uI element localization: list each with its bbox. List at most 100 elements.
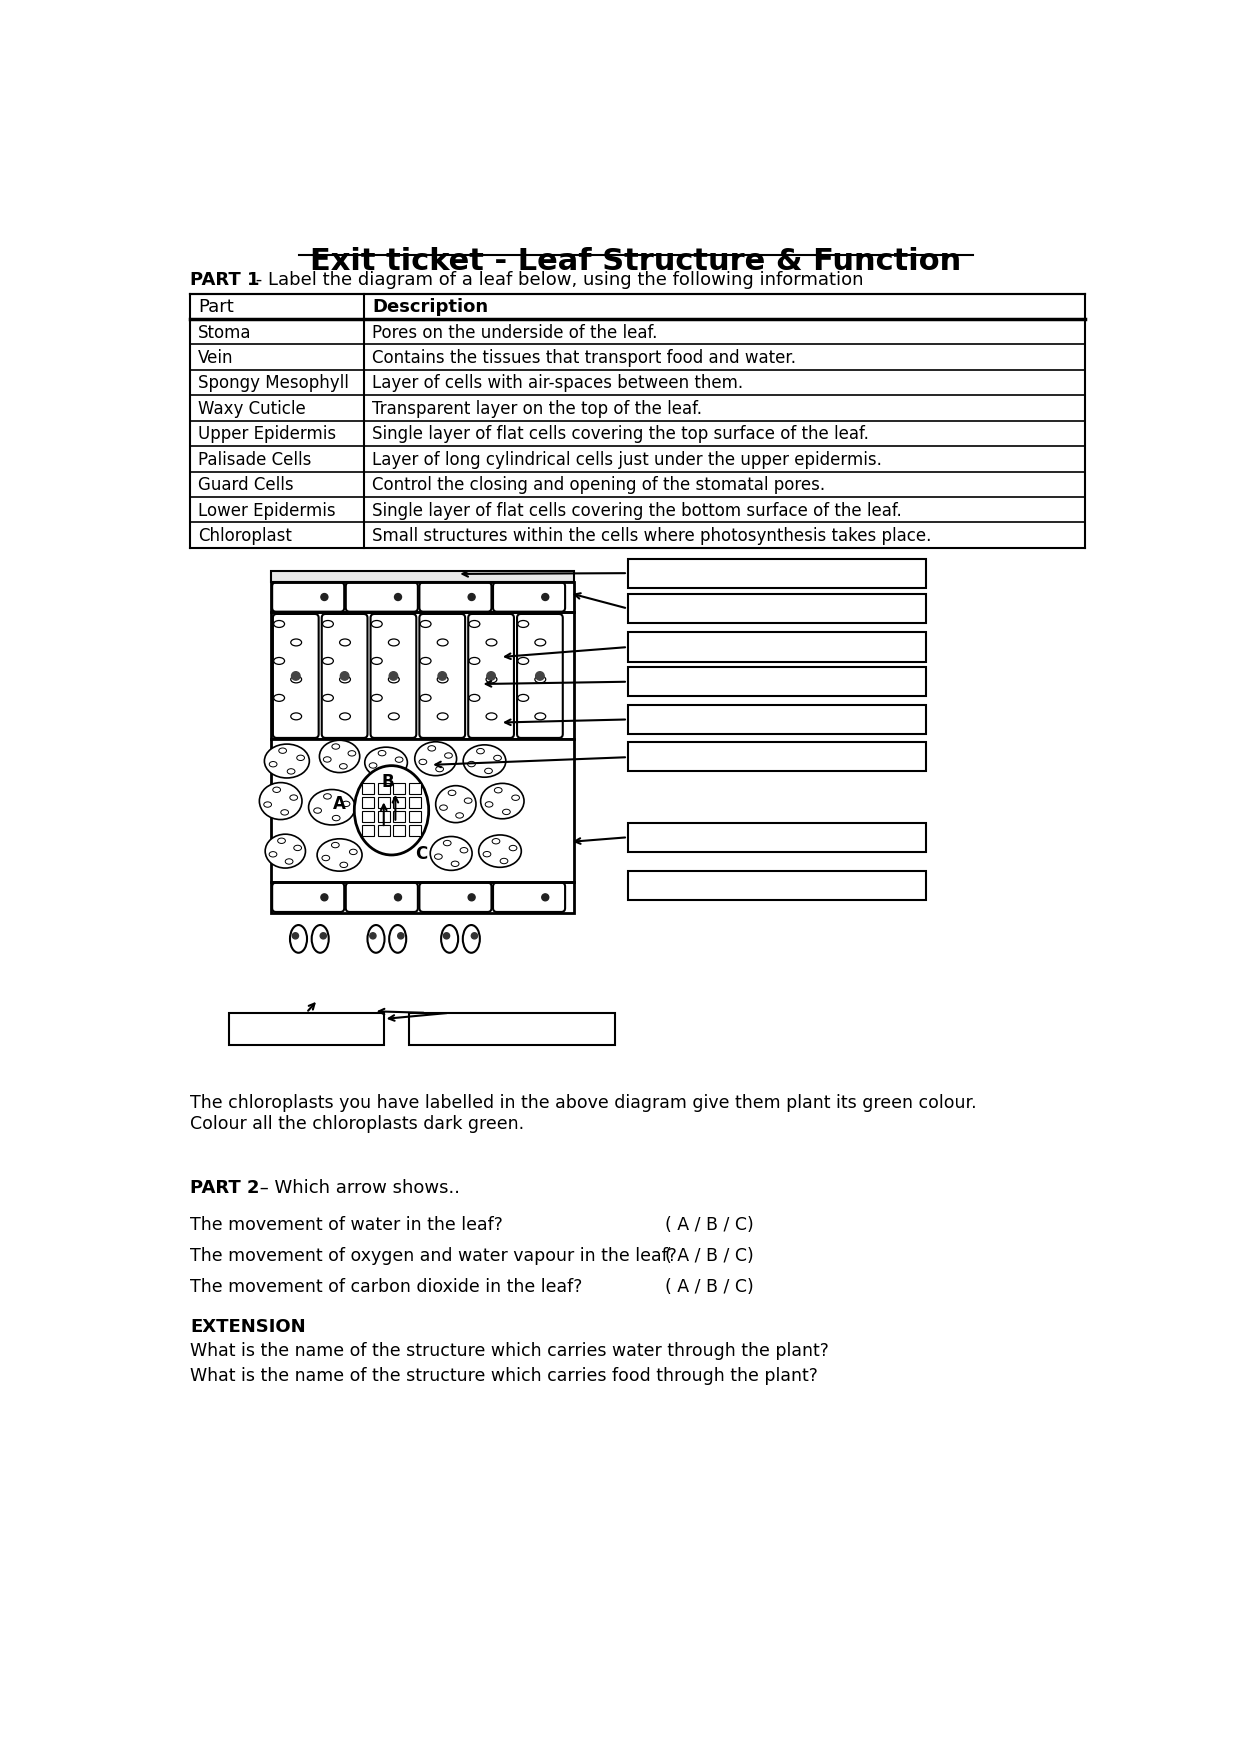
Text: The movement of water in the leaf?: The movement of water in the leaf?: [190, 1216, 503, 1235]
Bar: [408, 824, 421, 835]
Ellipse shape: [264, 744, 309, 779]
Bar: [377, 784, 390, 795]
Ellipse shape: [370, 933, 376, 938]
Bar: [408, 784, 421, 795]
Text: Chloroplast: Chloroplast: [197, 526, 292, 545]
Ellipse shape: [320, 933, 326, 938]
Ellipse shape: [390, 924, 406, 952]
Text: What is the name of the structure which carries food through the plant?: What is the name of the structure which …: [190, 1366, 818, 1386]
Text: Stoma: Stoma: [197, 324, 251, 342]
Ellipse shape: [414, 742, 457, 775]
Ellipse shape: [480, 784, 524, 819]
Bar: [393, 784, 406, 795]
Ellipse shape: [395, 895, 402, 902]
FancyBboxPatch shape: [346, 882, 418, 912]
Ellipse shape: [290, 924, 307, 952]
Text: Control the closing and opening of the stomatal pores.: Control the closing and opening of the s…: [372, 475, 825, 495]
Ellipse shape: [395, 593, 402, 600]
Ellipse shape: [431, 837, 472, 870]
Ellipse shape: [463, 745, 506, 777]
Text: ( A / B / C): ( A / B / C): [665, 1247, 753, 1265]
FancyBboxPatch shape: [273, 614, 319, 738]
FancyBboxPatch shape: [272, 882, 344, 912]
Text: Contains the tissues that transport food and water.: Contains the tissues that transport food…: [372, 349, 797, 367]
Bar: [272, 612, 573, 740]
Ellipse shape: [479, 835, 521, 866]
Ellipse shape: [463, 924, 480, 952]
Text: Description: Description: [372, 298, 488, 316]
Text: PART 2: PART 2: [190, 1179, 259, 1198]
Text: PART 1: PART 1: [190, 270, 259, 289]
Ellipse shape: [438, 672, 447, 681]
Ellipse shape: [319, 740, 360, 772]
FancyBboxPatch shape: [272, 582, 344, 612]
Ellipse shape: [309, 789, 355, 824]
Ellipse shape: [321, 593, 328, 600]
Bar: [408, 810, 421, 823]
Text: Single layer of flat cells covering the bottom surface of the leaf.: Single layer of flat cells covering the …: [372, 502, 902, 519]
Bar: [628, 558, 926, 588]
Text: – Which arrow shows..: – Which arrow shows..: [253, 1179, 459, 1198]
Bar: [628, 823, 926, 852]
Text: Single layer of flat cells covering the top surface of the leaf.: Single layer of flat cells covering the …: [372, 424, 869, 444]
Text: Guard Cells: Guard Cells: [197, 475, 293, 495]
Text: What is the name of the structure which carries water through the plant?: What is the name of the structure which …: [190, 1342, 829, 1361]
FancyBboxPatch shape: [493, 882, 565, 912]
Ellipse shape: [397, 933, 403, 938]
Ellipse shape: [436, 786, 477, 823]
Bar: [362, 824, 375, 835]
FancyBboxPatch shape: [371, 614, 416, 738]
FancyBboxPatch shape: [419, 882, 491, 912]
Bar: [377, 798, 390, 809]
FancyBboxPatch shape: [321, 614, 367, 738]
Text: ( A / B / C): ( A / B / C): [665, 1216, 753, 1235]
Text: The movement of carbon dioxide in the leaf?: The movement of carbon dioxide in the le…: [190, 1277, 582, 1296]
Ellipse shape: [542, 593, 549, 600]
FancyBboxPatch shape: [419, 614, 465, 738]
Ellipse shape: [468, 895, 475, 902]
Bar: [628, 595, 926, 623]
Bar: [272, 570, 573, 582]
Bar: [393, 798, 406, 809]
Ellipse shape: [266, 835, 305, 868]
Ellipse shape: [472, 933, 478, 938]
Text: The movement of oxygen and water vapour in the leaf?: The movement of oxygen and water vapour …: [190, 1247, 676, 1265]
Ellipse shape: [443, 933, 449, 938]
Ellipse shape: [340, 672, 349, 681]
Ellipse shape: [321, 895, 328, 902]
Bar: [272, 582, 573, 612]
Bar: [628, 633, 926, 661]
Bar: [272, 740, 573, 882]
Ellipse shape: [542, 895, 549, 902]
Ellipse shape: [536, 672, 544, 681]
Ellipse shape: [367, 924, 385, 952]
Text: Small structures within the cells where photosynthesis takes place.: Small structures within the cells where …: [372, 526, 932, 545]
Text: B: B: [381, 774, 395, 791]
Ellipse shape: [259, 782, 302, 819]
FancyBboxPatch shape: [346, 582, 418, 612]
Text: Part: Part: [197, 298, 233, 316]
Bar: [628, 742, 926, 772]
Ellipse shape: [318, 838, 362, 872]
Text: Exit ticket - Leaf Structure & Function: Exit ticket - Leaf Structure & Function: [310, 247, 962, 277]
Text: - Label the diagram of a leaf below, using the following information: - Label the diagram of a leaf below, usi…: [251, 270, 864, 289]
Bar: [272, 882, 573, 912]
Text: Waxy Cuticle: Waxy Cuticle: [197, 400, 305, 417]
Text: Palisade Cells: Palisade Cells: [197, 451, 311, 468]
Bar: [408, 798, 421, 809]
FancyBboxPatch shape: [468, 614, 514, 738]
Bar: [362, 798, 375, 809]
Ellipse shape: [292, 672, 300, 681]
Text: Vein: Vein: [197, 349, 233, 367]
Bar: [377, 810, 390, 823]
Text: Pores on the underside of the leaf.: Pores on the underside of the leaf.: [372, 324, 658, 342]
Text: The chloroplasts you have labelled in the above diagram give them plant its gree: The chloroplasts you have labelled in th…: [190, 1094, 977, 1133]
Text: C: C: [414, 845, 427, 863]
Bar: [362, 810, 375, 823]
Bar: [628, 705, 926, 735]
Bar: [393, 824, 406, 835]
Ellipse shape: [311, 924, 329, 952]
Bar: [628, 667, 926, 696]
Bar: [228, 1012, 383, 1045]
FancyBboxPatch shape: [493, 582, 565, 612]
